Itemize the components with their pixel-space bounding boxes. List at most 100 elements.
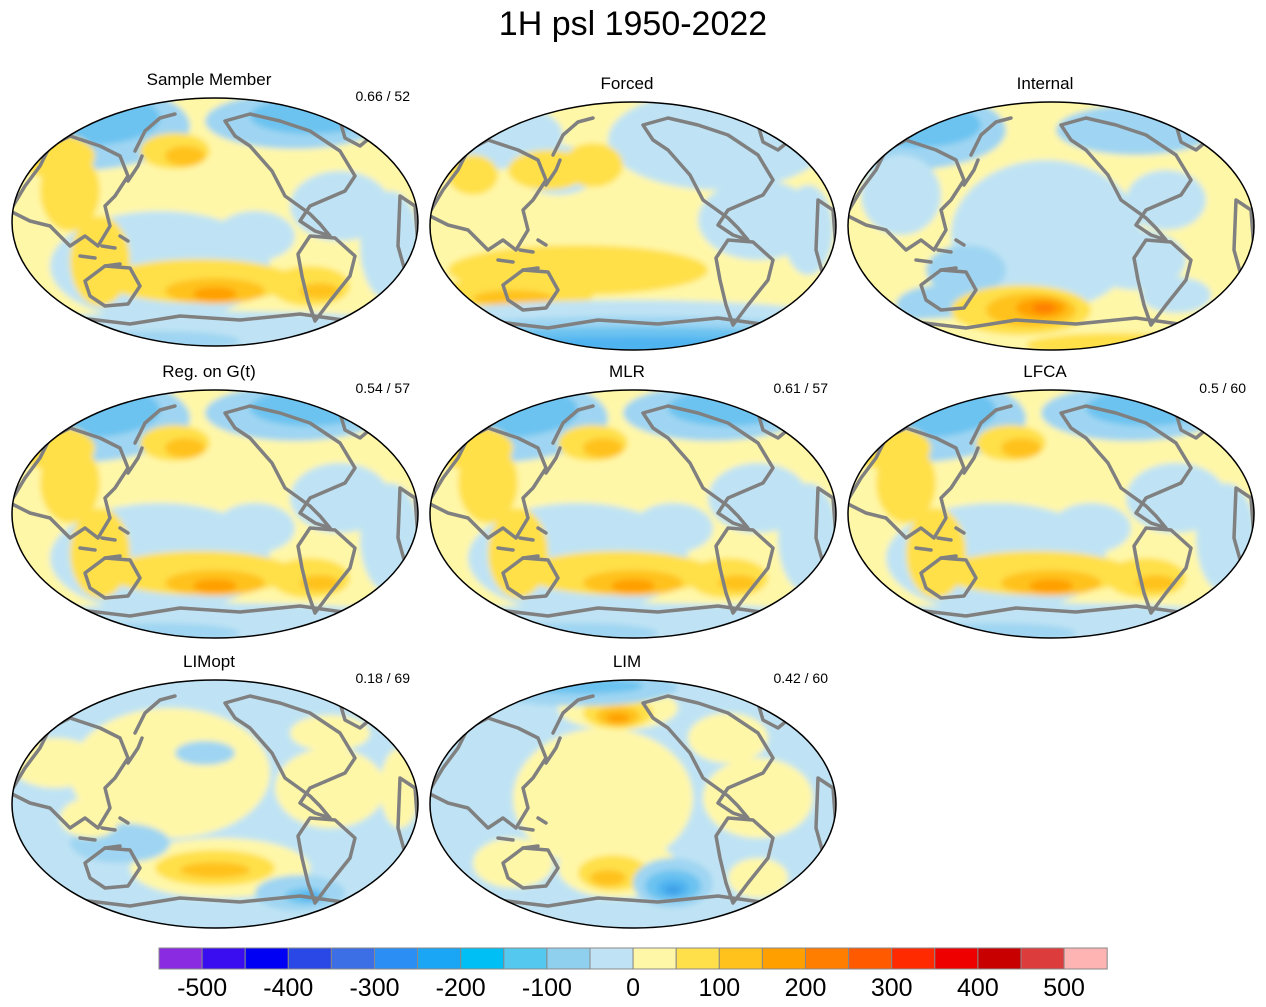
colorbar-tick-label: -300: [349, 974, 399, 1002]
coastline: [1059, 116, 1193, 242]
colorbar-box: [1063, 947, 1108, 970]
coastline: [544, 404, 595, 475]
coastline: [223, 112, 357, 238]
colorbar-tick-label: 300: [871, 974, 913, 1002]
panel-reg: Reg. on G(t) 0.54 / 57: [0, 362, 419, 652]
contour-region: [583, 438, 623, 458]
colorbar-box: [417, 947, 462, 970]
coastline: [641, 116, 775, 242]
panel-title: Reg. on G(t): [162, 362, 256, 381]
contour-region: [1001, 438, 1041, 458]
contour-region: [861, 155, 941, 235]
colorbar-box: [158, 947, 203, 970]
map-lfca: [847, 389, 1255, 639]
contour-region: [275, 748, 385, 828]
panel-title: LIMopt: [183, 652, 235, 671]
colorbar-tick-label: 200: [785, 974, 827, 1002]
contour-region: [290, 715, 370, 751]
map-border: [429, 101, 837, 351]
colorbar-box: [330, 947, 375, 970]
colorbar-box: [503, 947, 548, 970]
contour-region: [250, 390, 370, 426]
panel-internal: Internal: [836, 74, 1255, 364]
contour-region: [40, 151, 100, 231]
colorbar-tick-label: -400: [263, 974, 313, 1002]
coastline: [962, 116, 1013, 187]
coastline: [296, 816, 357, 905]
colorbar-box: [201, 947, 246, 970]
colorbar-tick-label: 0: [626, 974, 640, 1002]
contour-region: [70, 216, 130, 306]
colorbar-box: [977, 947, 1022, 970]
colorbar-box: [374, 947, 419, 970]
contour-region: [180, 862, 250, 878]
contour-region: [861, 103, 981, 147]
colorbar-box: [244, 947, 289, 970]
contour-region: [665, 886, 681, 894]
panel-stat: 0.42 / 60: [773, 670, 829, 686]
contour-region: [175, 741, 235, 765]
contour-region: [473, 290, 553, 306]
coastline: [544, 694, 595, 765]
contour-region: [193, 287, 237, 301]
colorbar-box: [934, 947, 979, 970]
contour-region: [193, 579, 237, 593]
contour-region: [250, 98, 370, 134]
contour-region: [611, 579, 655, 593]
map-border: [11, 389, 419, 639]
contour-region: [40, 443, 100, 523]
map-border: [429, 389, 837, 639]
colorbar-box: [718, 947, 763, 970]
coastline: [223, 404, 357, 530]
contour-region: [876, 443, 936, 523]
contour-region: [633, 503, 713, 553]
coastline: [1132, 526, 1193, 615]
contour-region: [606, 713, 630, 723]
contour-region: [563, 143, 623, 187]
figure-title: 1H psl 1950-2022: [498, 5, 768, 43]
contour-region: [926, 245, 1006, 295]
contour-region: [1086, 390, 1206, 426]
colorbar-tick-label: -200: [436, 974, 486, 1002]
panel-title: MLR: [609, 362, 645, 381]
coastline: [714, 816, 775, 905]
coastline: [78, 816, 130, 850]
panel-stat: 0.61 / 57: [773, 380, 829, 396]
colorbar-box: [460, 947, 505, 970]
panel-title: LIM: [612, 652, 642, 671]
contour-region: [488, 508, 548, 598]
contour-region: [513, 728, 693, 868]
contour-region: [60, 798, 120, 838]
coastline: [78, 234, 130, 268]
map-mlr: [429, 389, 837, 639]
map-internal: [847, 101, 1255, 351]
map-border: [429, 679, 837, 929]
coastline: [914, 238, 966, 272]
panel-stat: 0.66 / 52: [355, 88, 411, 104]
coastline: [496, 816, 548, 850]
map-border: [11, 97, 419, 347]
colorbar-tick-label: -100: [522, 974, 572, 1002]
contour-region: [1136, 575, 1176, 591]
contour-region: [1029, 579, 1073, 593]
colorbar-box: [848, 947, 893, 970]
coastline: [544, 116, 595, 187]
panel-stat: 0.5 / 60: [1199, 380, 1246, 396]
contour-region: [728, 858, 788, 898]
coastline: [126, 404, 177, 475]
colorbar-box: [287, 947, 332, 970]
panel-forced: Forced: [418, 74, 837, 364]
colorbar-box: [632, 947, 677, 970]
colorbar-box: [546, 947, 591, 970]
contour-region: [1032, 303, 1056, 313]
map-limopt: [11, 679, 419, 929]
map-lim: [429, 679, 837, 929]
coastline: [1059, 404, 1193, 530]
panel-sample: Sample Member 0.66 / 52: [0, 70, 419, 360]
map-border: [847, 101, 1255, 351]
contour-region: [458, 443, 518, 523]
colorbar-tick-label: 500: [1043, 974, 1085, 1002]
contour-region: [300, 575, 340, 591]
contour-region: [165, 146, 205, 166]
coastline: [496, 526, 548, 560]
